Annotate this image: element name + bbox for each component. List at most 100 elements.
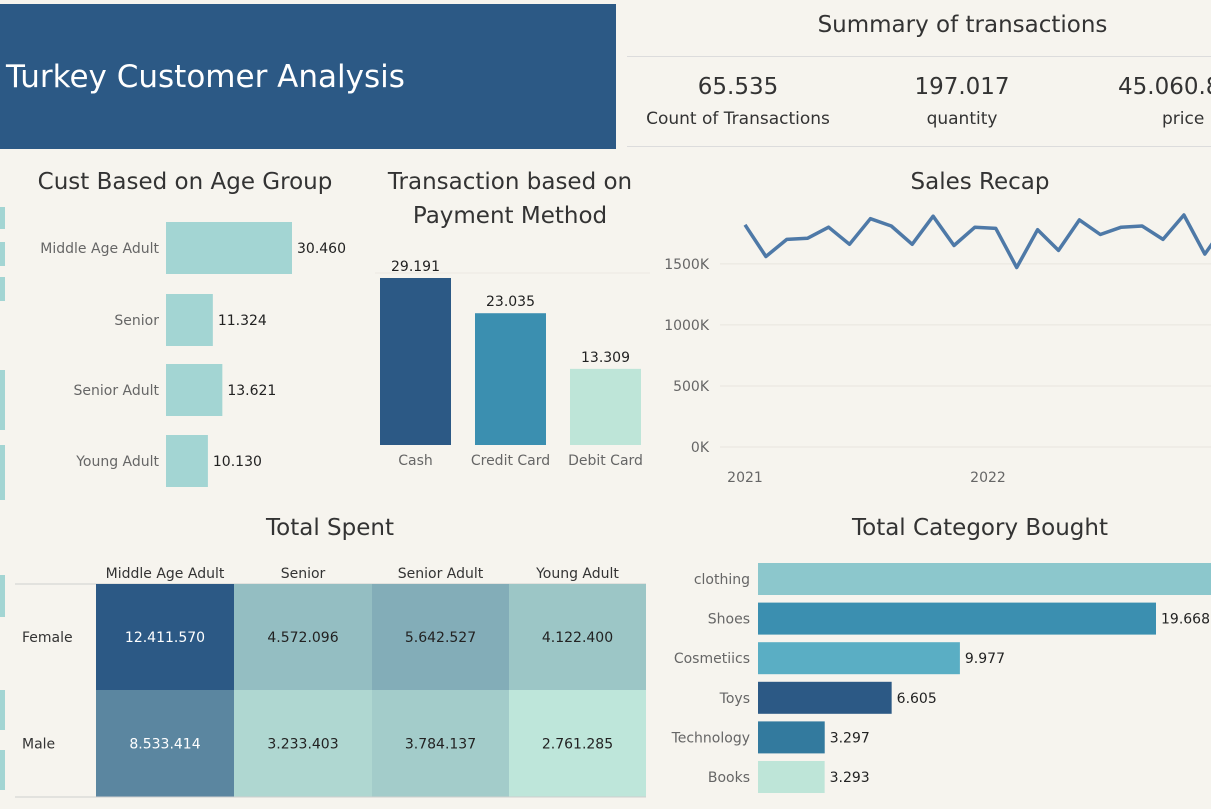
heatmap-cell xyxy=(509,584,646,690)
edge-sliver xyxy=(0,445,5,500)
age-bar xyxy=(166,222,292,274)
heatmap-cell xyxy=(96,690,234,797)
category-value-label: 9.977 xyxy=(965,651,1005,667)
payment-bar xyxy=(475,313,546,445)
age-bar xyxy=(166,364,223,416)
sales-recap-chart: 0K 500K 1000K 1500K 2021 2022 xyxy=(655,205,1211,500)
chart-svg: Middle Age Adult 30.460 Senior 11.324 Senior… xyxy=(40,222,346,487)
left-edge-slivers xyxy=(0,205,6,795)
payment-value-label: 23.035 xyxy=(486,294,535,310)
edge-sliver xyxy=(0,690,5,730)
heatmap-cell-label: 12.411.570 xyxy=(125,630,205,646)
payment-category-label: Cash xyxy=(398,453,433,469)
category-bought-chart: clothing Shoes 19.668 Cosmetiics 9.977 Toys 6.… xyxy=(655,555,1211,800)
category-bar xyxy=(758,642,960,675)
edge-sliver xyxy=(0,207,5,229)
category-bar xyxy=(758,602,1156,635)
payment-chart-title-line2: Payment Method xyxy=(412,203,608,229)
sales-y-tick: 1500K xyxy=(664,257,710,273)
chart-svg: 29.191 Cash 23.035 Credit Card 13.309 Debit C… xyxy=(375,259,650,469)
category-label: Technology xyxy=(671,730,750,746)
heatmap-cell xyxy=(96,584,234,690)
summary-divider-bottom xyxy=(627,146,1211,147)
heatmap-cell xyxy=(372,690,509,797)
heatmap-cell-label: 8.533.414 xyxy=(129,737,200,753)
total-spent-heatmap: Middle Age Adult Senior Senior Adult Young … xyxy=(0,555,660,805)
age-category-label: Middle Age Adult xyxy=(40,241,159,257)
category-label: Toys xyxy=(719,691,750,707)
category-value-label: 3.297 xyxy=(830,730,870,746)
chart-svg: clothing Shoes 19.668 Cosmetiics 9.977 Toys 6.… xyxy=(671,563,1211,793)
sales-y-tick: 500K xyxy=(673,379,710,395)
heatmap-column-header: Senior Adult xyxy=(398,566,484,582)
heatmap-cell-label: 2.761.285 xyxy=(542,737,613,753)
heatmap-column-header: Middle Age Adult xyxy=(106,566,225,582)
category-bar xyxy=(758,563,1211,595)
spent-table-title: Total Spent xyxy=(266,515,394,541)
sales-x-tick: 2021 xyxy=(727,470,763,486)
heatmap-cell-label: 5.642.527 xyxy=(405,630,476,646)
age-category-label: Young Adult xyxy=(75,454,159,470)
heatmap-cell xyxy=(234,690,372,797)
heatmap-cell-label: 3.784.137 xyxy=(405,737,476,753)
edge-sliver xyxy=(0,575,5,617)
sales-y-tick: 1000K xyxy=(664,318,710,334)
summary-title: Summary of transactions xyxy=(817,12,1108,38)
age-value-label: 10.130 xyxy=(213,454,262,470)
payment-chart-title-line1: Transaction based on xyxy=(387,169,633,195)
payment-category-label: Debit Card xyxy=(568,453,643,469)
edge-sliver xyxy=(0,277,5,301)
category-bar xyxy=(758,721,825,754)
heatmap-column-header: Senior xyxy=(281,566,326,582)
sales-line xyxy=(743,213,1211,270)
heatmap-cell xyxy=(372,584,509,690)
sales-chart-title: Sales Recap xyxy=(910,169,1050,195)
category-value-label: 6.605 xyxy=(897,691,937,707)
category-value-label: 3.293 xyxy=(830,770,870,786)
dashboard-title: Turkey Customer Analysis xyxy=(6,59,405,95)
summary-divider-top xyxy=(627,56,1211,57)
payment-value-label: 13.309 xyxy=(581,350,630,366)
title-banner: Turkey Customer Analysis xyxy=(0,4,616,149)
heatmap-column-header: Young Adult xyxy=(535,566,619,582)
chart-svg: 0K 500K 1000K 1500K 2021 2022 xyxy=(664,213,1211,486)
sales-x-tick: 2022 xyxy=(970,470,1006,486)
heatmap-cell-label: 4.122.400 xyxy=(542,630,613,646)
age-value-label: 11.324 xyxy=(218,313,267,329)
kpi-price-value: 45.060.8 xyxy=(1118,74,1211,100)
category-label: Shoes xyxy=(708,612,750,628)
chart-svg: Middle Age Adult Senior Senior Adult Young … xyxy=(15,566,646,798)
age-value-label: 13.621 xyxy=(227,383,276,399)
heatmap-row-header: Female xyxy=(22,630,73,646)
age-group-chart: Middle Age Adult 30.460 Senior 11.324 Senior… xyxy=(0,205,360,500)
category-chart-title: Total Category Bought xyxy=(851,515,1109,541)
age-bar xyxy=(166,294,213,346)
heatmap-row-header: Male xyxy=(22,737,55,753)
payment-value-label: 29.191 xyxy=(391,259,440,275)
heatmap-cell xyxy=(234,584,372,690)
heatmap-cell-label: 3.233.403 xyxy=(267,737,338,753)
sales-y-tick: 0K xyxy=(691,440,710,456)
kpi-price-label: price xyxy=(1162,109,1205,129)
age-chart-title: Cust Based on Age Group xyxy=(37,169,333,195)
edge-sliver xyxy=(0,370,5,430)
heatmap-cell xyxy=(509,690,646,797)
kpi-quantity-label: quantity xyxy=(926,109,998,129)
kpi-quantity-value: 197.017 xyxy=(914,74,1010,100)
heatmap-cell-label: 4.572.096 xyxy=(267,630,338,646)
age-category-label: Senior xyxy=(114,313,159,329)
payment-bar xyxy=(570,368,641,445)
category-bar xyxy=(758,761,825,793)
category-label: Books xyxy=(708,770,750,786)
age-value-label: 30.460 xyxy=(297,241,346,257)
kpi-count-label: Count of Transactions xyxy=(646,109,830,129)
category-label: clothing xyxy=(694,572,750,588)
payment-bar xyxy=(380,278,451,445)
category-value-label: 19.668 xyxy=(1161,612,1210,628)
age-bar xyxy=(166,435,208,487)
kpi-count-value: 65.535 xyxy=(697,74,779,100)
edge-sliver xyxy=(0,242,5,266)
payment-category-label: Credit Card xyxy=(471,453,550,469)
payment-method-chart: 29.191 Cash 23.035 Credit Card 13.309 Debit C… xyxy=(365,240,655,480)
edge-sliver xyxy=(0,750,5,790)
